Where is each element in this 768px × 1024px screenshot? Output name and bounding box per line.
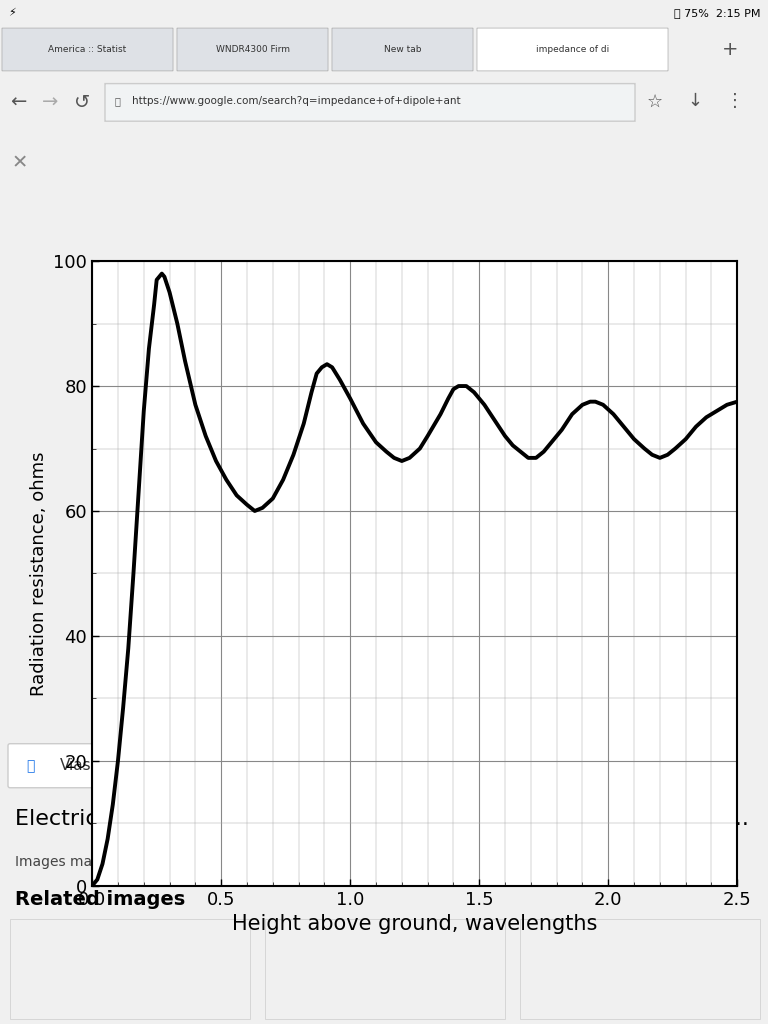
X-axis label: Height above ground, wavelengths: Height above ground, wavelengths — [232, 914, 598, 934]
FancyBboxPatch shape — [177, 28, 328, 71]
Text: ⚡: ⚡ — [8, 8, 15, 18]
Text: ☆: ☆ — [647, 92, 663, 111]
Text: ⋮: ⋮ — [726, 92, 744, 111]
Text: ↓: ↓ — [687, 92, 703, 111]
Text: →: → — [41, 93, 58, 112]
Bar — [520, 919, 760, 1019]
Text: impedance of di: impedance of di — [536, 45, 609, 54]
Text: WNDR4300 Firm: WNDR4300 Firm — [216, 45, 290, 54]
FancyBboxPatch shape — [8, 743, 102, 787]
Text: Images may be subject to copyright. Learn More: Images may be subject to copyright. Lear… — [15, 855, 352, 868]
Text: America :: Statist: America :: Statist — [48, 45, 127, 54]
Y-axis label: Radiation resistance, ohms: Radiation resistance, ohms — [30, 452, 48, 695]
Text: ↺: ↺ — [74, 93, 90, 112]
FancyBboxPatch shape — [477, 28, 668, 71]
Text: 🔒: 🔒 — [115, 96, 121, 106]
Text: ←: ← — [10, 93, 26, 112]
Text: Electrical Communication - Driving-Point Impedance of Periodic ...: Electrical Communication - Driving-Point… — [15, 809, 749, 828]
Text: New tab: New tab — [384, 45, 422, 54]
Text: +: + — [722, 40, 738, 59]
Text: https://www.google.com/search?q=impedance+of+dipole+ant: https://www.google.com/search?q=impedanc… — [132, 96, 461, 106]
Bar — [265, 919, 505, 1019]
Bar — [10, 919, 250, 1019]
Text: 🔋 75%  2:15 PM: 🔋 75% 2:15 PM — [674, 8, 760, 18]
FancyBboxPatch shape — [2, 28, 173, 71]
Text: Related images: Related images — [15, 890, 185, 909]
FancyBboxPatch shape — [332, 28, 473, 71]
Text: ✕: ✕ — [12, 153, 28, 172]
Text: Vias: Vias — [60, 758, 91, 773]
FancyBboxPatch shape — [105, 84, 635, 121]
Text: 🌐: 🌐 — [26, 759, 35, 773]
